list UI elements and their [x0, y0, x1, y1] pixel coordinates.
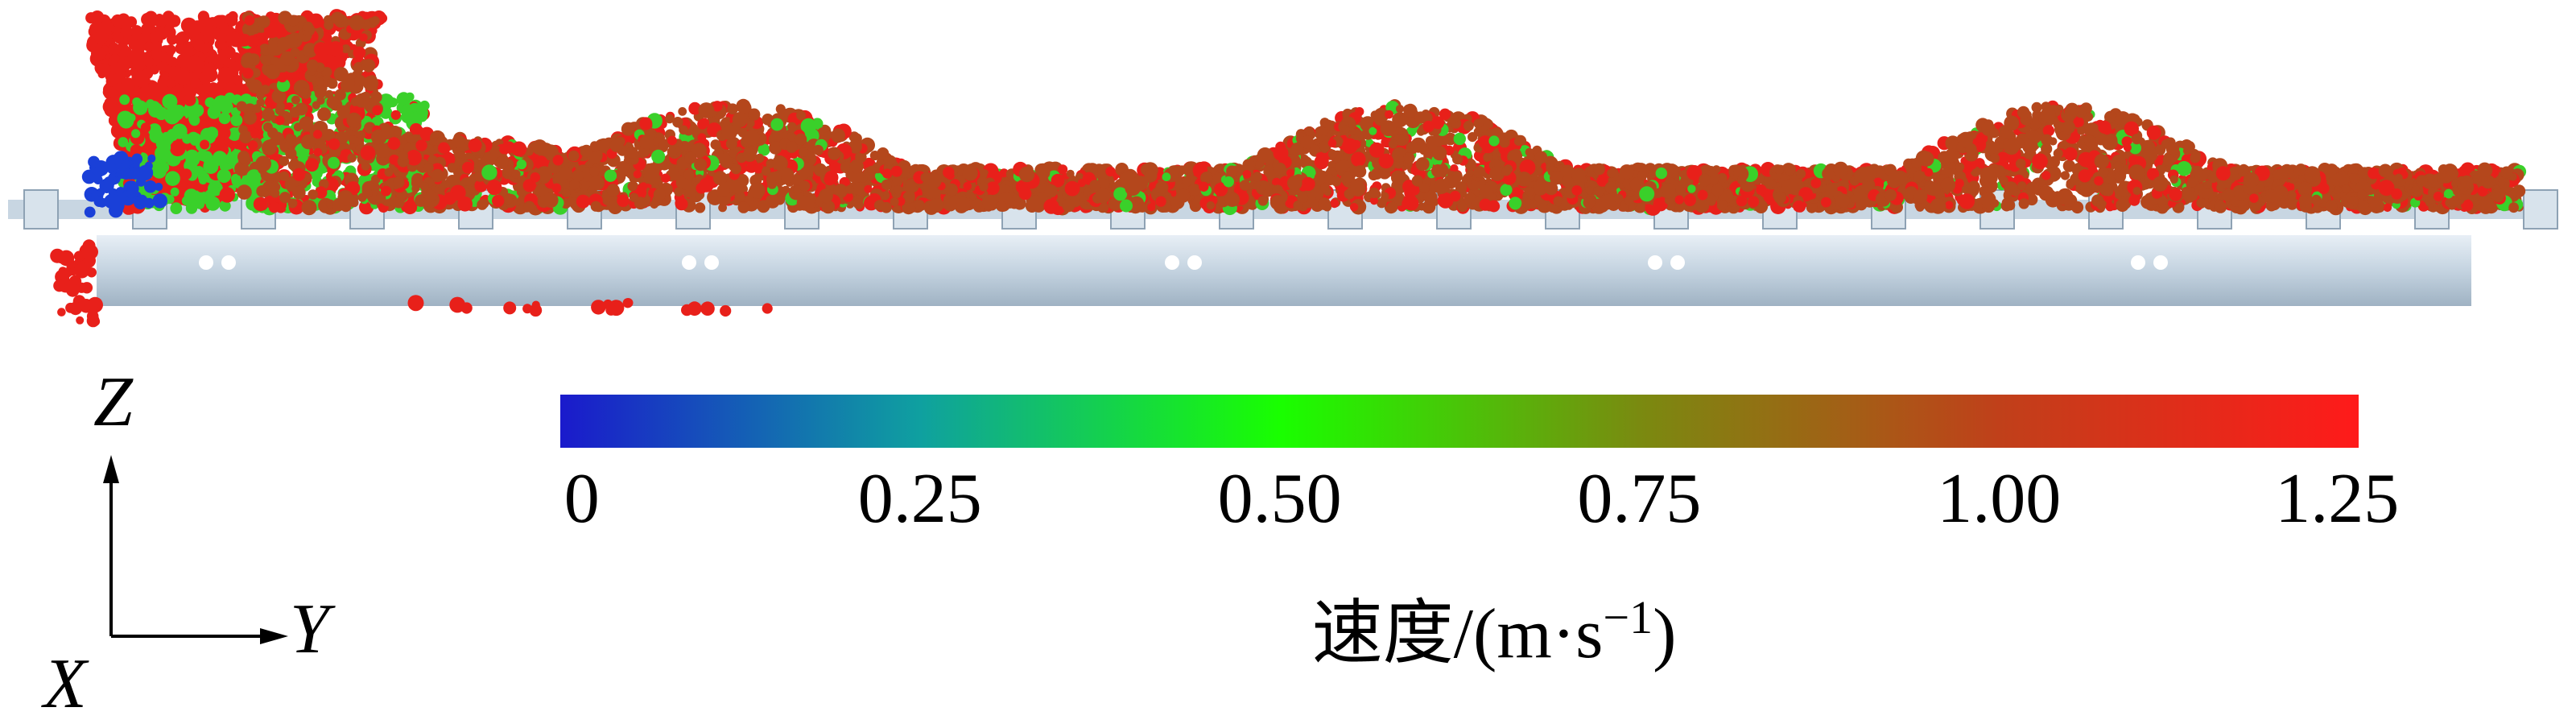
z-axis-arrow — [103, 455, 119, 483]
particles — [50, 9, 2527, 328]
rail-holes — [199, 255, 2168, 270]
x-axis-label: X — [43, 645, 87, 723]
colorbar-tick-label: 0.75 — [1577, 460, 1702, 538]
conveyor-rail — [97, 235, 2471, 306]
z-axis-label: Z — [93, 363, 133, 441]
y-axis-label: Y — [290, 590, 329, 668]
colorbar-title-prefix: 速度/(m·s — [1311, 595, 1604, 673]
colorbar-tick-label: 1.25 — [2275, 460, 2400, 538]
colorbar-tick-label: 0.25 — [857, 460, 982, 538]
coordinate-axes — [103, 455, 288, 644]
y-axis-arrow — [260, 628, 288, 644]
colorbar-tick-label: 0 — [564, 460, 600, 538]
particle-flow-simulation — [8, 9, 2558, 328]
colorbar — [560, 395, 2359, 448]
colorbar-gradient — [560, 395, 2359, 448]
colorbar-tick-label: 0.50 — [1217, 460, 1342, 538]
colorbar-tick-label: 1.00 — [1937, 460, 2062, 538]
colorbar-title: 速度/(m·s−1) — [1312, 594, 1677, 670]
colorbar-title-suffix: ) — [1653, 595, 1677, 673]
colorbar-title-exponent: −1 — [1603, 591, 1653, 643]
